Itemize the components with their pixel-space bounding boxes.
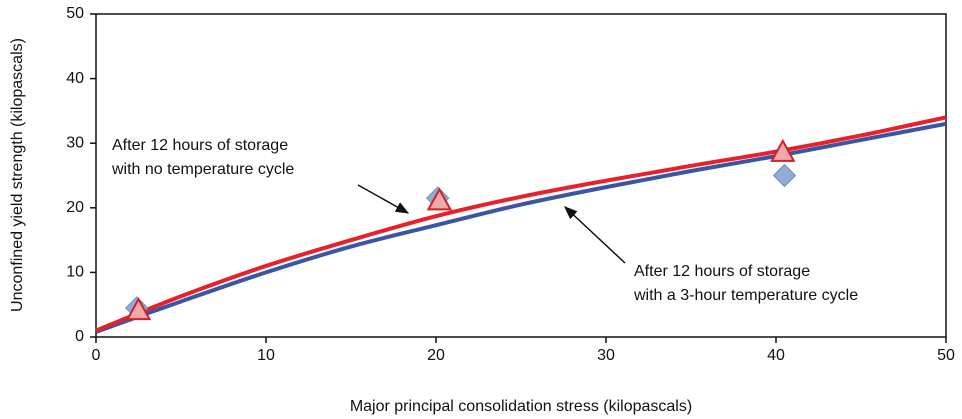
annotation: After 12 hours of storage (634, 263, 810, 280)
x-tick-label: 40 (767, 347, 785, 364)
y-tick-label: 20 (66, 199, 84, 216)
arrow (564, 206, 626, 264)
x-tick-label: 0 (92, 347, 101, 364)
fit-line (95, 121, 947, 334)
annotation: with a 3-hour temperature cycle (633, 287, 858, 304)
triangle-marker (770, 138, 796, 162)
arrow (357, 184, 410, 214)
x-tick-label: 10 (257, 347, 275, 364)
fit-line (95, 115, 947, 333)
x-tick-label: 30 (597, 347, 615, 364)
x-axis-label: Major principal consolidation stress (ki… (350, 398, 692, 415)
triangle-marker (125, 297, 152, 321)
y-tick-label: 10 (66, 264, 84, 281)
y-tick-label: 40 (66, 70, 84, 87)
diamond-marker (772, 163, 797, 188)
y-tick-label: 30 (66, 134, 84, 151)
x-tick-label: 20 (427, 347, 445, 364)
annotation: After 12 hours of storage (112, 137, 288, 154)
triangle-marker (426, 187, 453, 211)
plot-frame (95, 13, 947, 338)
x-tick-label: 50 (937, 347, 955, 364)
y-axis-label: Unconfined yield strength (kilopascals) (9, 38, 26, 312)
y-tick-label: 0 (75, 328, 84, 345)
annotation: with no temperature cycle (111, 161, 294, 178)
y-tick-label: 50 (66, 5, 84, 22)
